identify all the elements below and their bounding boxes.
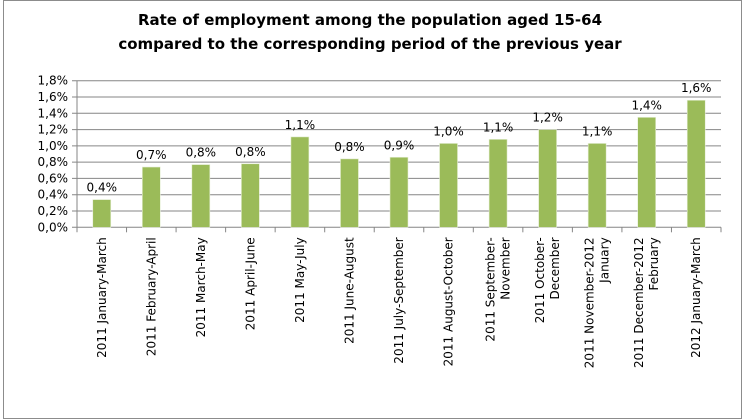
x-tick-label: 2011 September- (484, 237, 498, 341)
x-tick-label: 2011 May-July (293, 237, 307, 323)
data-label: 0,7% (136, 148, 167, 162)
data-label: 1,4% (631, 98, 662, 112)
y-tick-label: 1,2% (38, 123, 69, 137)
x-tick-label: 2011 April-June (243, 237, 257, 330)
data-label: 1,1% (582, 124, 613, 138)
bar (142, 166, 161, 228)
x-tick-label: January (598, 237, 612, 283)
data-label: 1,0% (433, 124, 464, 138)
data-label: 1,1% (483, 120, 514, 134)
x-tick-label: 2011 January-March (95, 237, 109, 358)
bar (241, 163, 260, 228)
x-tick-label: 2011 August-October (442, 237, 456, 366)
data-label: 0,9% (384, 138, 415, 152)
x-tick-label: November (499, 237, 513, 299)
bar (686, 99, 706, 228)
chart-frame (3, 0, 742, 419)
y-tick-label: 0,2% (38, 204, 69, 218)
bar (340, 158, 359, 228)
data-label: 1,6% (681, 81, 712, 95)
bar (290, 136, 310, 228)
data-label: 1,2% (532, 111, 563, 125)
x-tick-label: December (548, 237, 562, 299)
y-tick-label: 0,6% (38, 171, 69, 185)
y-tick-label: 1,0% (38, 139, 69, 153)
data-label: 0,8% (186, 146, 217, 160)
chart-title-line: compared to the corresponding period of … (118, 35, 622, 53)
y-tick-label: 1,8% (38, 74, 69, 88)
chart-title-line: Rate of employment among the population … (138, 11, 602, 29)
bar (439, 143, 458, 228)
bar (488, 139, 508, 228)
data-label: 0,4% (87, 181, 118, 195)
y-tick-label: 1,6% (38, 90, 69, 104)
bar (587, 143, 607, 228)
x-tick-label: 2011 March-May (194, 237, 208, 337)
x-tick-label: 2011 June-August (342, 237, 356, 344)
x-tick-label: 2011 November-2012 (583, 237, 597, 368)
bar (191, 164, 211, 228)
x-tick-label: 2012 January-March (689, 237, 703, 358)
bar (92, 199, 112, 228)
data-label: 0,8% (235, 145, 266, 159)
y-tick-label: 0,4% (38, 188, 69, 202)
data-label: 1,1% (285, 118, 316, 132)
x-tick-label: 2011 February-April (144, 237, 158, 356)
x-tick-label: 2011 December-2012 (632, 237, 646, 368)
y-tick-label: 1,4% (38, 106, 69, 120)
x-tick-label: 2011 October- (533, 237, 547, 323)
bar (538, 129, 557, 228)
bar (389, 156, 409, 228)
x-tick-label: 2011 July-September (392, 237, 406, 363)
bar (637, 117, 656, 228)
data-label: 0,8% (334, 140, 365, 154)
y-tick-label: 0,0% (38, 220, 69, 234)
x-tick-label: February (647, 237, 661, 290)
y-tick-label: 0,8% (38, 155, 69, 169)
